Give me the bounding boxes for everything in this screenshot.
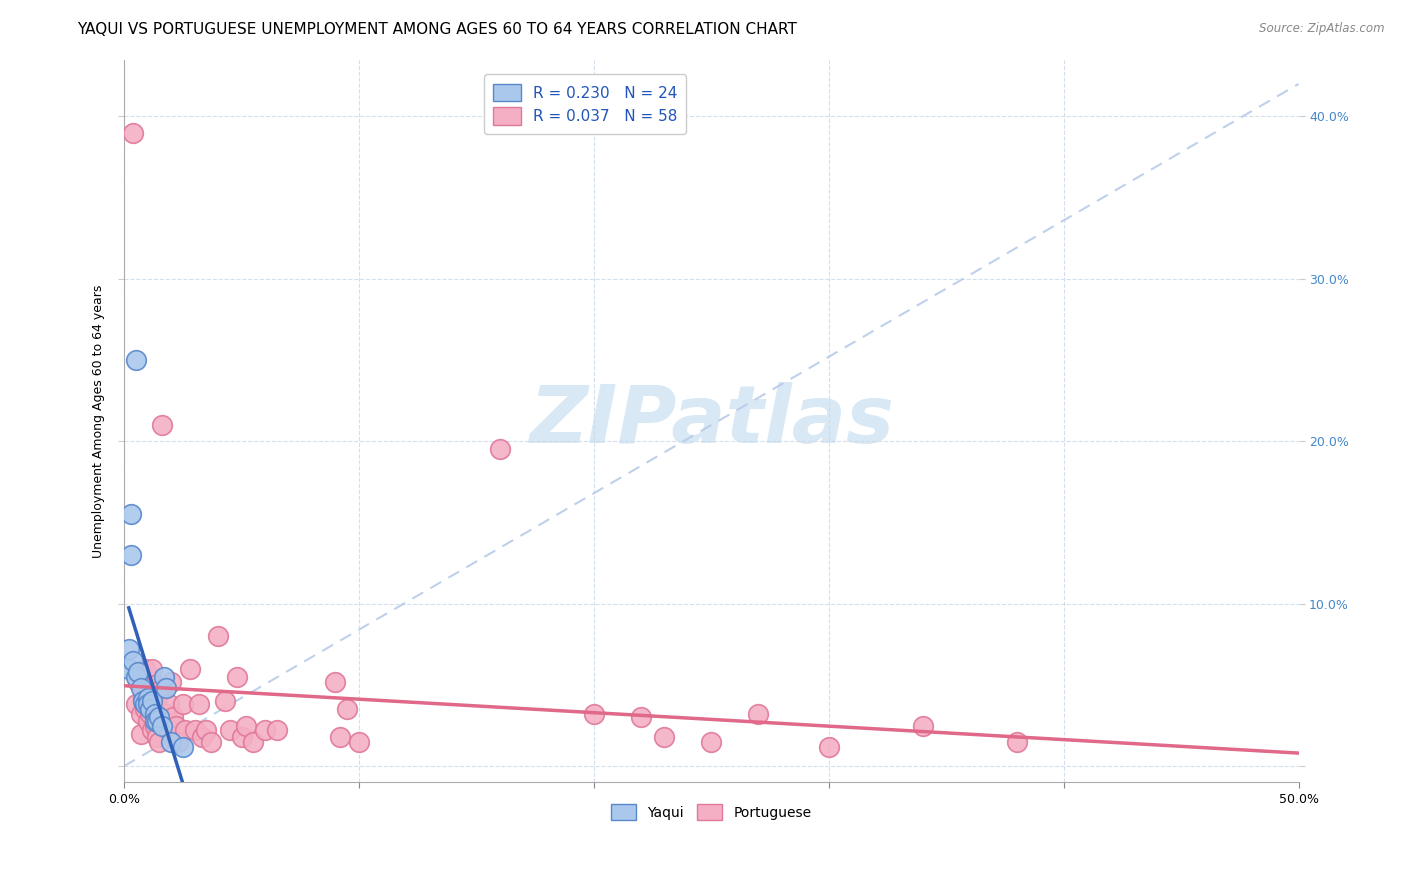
Point	[141, 662, 163, 676]
Point	[183, 723, 205, 738]
Y-axis label: Unemployment Among Ages 60 to 64 years: Unemployment Among Ages 60 to 64 years	[93, 285, 105, 558]
Point	[118, 642, 141, 657]
Point	[134, 702, 156, 716]
Point	[489, 442, 512, 457]
Point	[143, 707, 166, 722]
Point	[700, 735, 723, 749]
Point	[125, 698, 148, 712]
Point	[146, 690, 169, 705]
Point	[134, 662, 156, 676]
Point	[235, 718, 257, 732]
Point	[325, 674, 347, 689]
Point	[218, 723, 240, 738]
Point	[167, 735, 190, 749]
Point	[155, 707, 177, 722]
Point	[172, 739, 194, 754]
Point	[120, 508, 142, 522]
Point	[129, 707, 152, 722]
Point	[160, 735, 183, 749]
Point	[153, 670, 176, 684]
Point	[231, 730, 253, 744]
Text: YAQUI VS PORTUGUESE UNEMPLOYMENT AMONG AGES 60 TO 64 YEARS CORRELATION CHART: YAQUI VS PORTUGUESE UNEMPLOYMENT AMONG A…	[77, 22, 797, 37]
Point	[136, 698, 159, 712]
Point	[132, 678, 155, 692]
Point	[179, 662, 201, 676]
Point	[141, 694, 163, 708]
Point	[143, 678, 166, 692]
Point	[747, 707, 769, 722]
Point	[207, 629, 229, 643]
Point	[200, 735, 222, 749]
Point	[127, 665, 149, 679]
Point	[125, 353, 148, 368]
Point	[817, 739, 839, 754]
Point	[157, 698, 180, 712]
Point	[136, 714, 159, 728]
Point	[347, 735, 370, 749]
Text: ZIPatlas: ZIPatlas	[529, 382, 894, 460]
Point	[150, 417, 173, 432]
Point	[129, 726, 152, 740]
Point	[148, 735, 170, 749]
Point	[157, 723, 180, 738]
Point	[172, 698, 194, 712]
Point	[120, 548, 142, 562]
Point	[329, 730, 352, 744]
Point	[150, 718, 173, 732]
Point	[136, 686, 159, 700]
Point	[139, 707, 162, 722]
Point	[188, 698, 211, 712]
Point	[118, 662, 141, 676]
Point	[139, 702, 162, 716]
Point	[190, 730, 212, 744]
Text: Source: ZipAtlas.com: Source: ZipAtlas.com	[1260, 22, 1385, 36]
Point	[266, 723, 288, 738]
Point	[136, 690, 159, 705]
Point	[155, 681, 177, 695]
Legend: Yaqui, Portuguese: Yaqui, Portuguese	[606, 799, 817, 826]
Point	[148, 710, 170, 724]
Point	[127, 674, 149, 689]
Point	[1005, 735, 1028, 749]
Point	[132, 690, 155, 705]
Point	[225, 670, 247, 684]
Point	[582, 707, 605, 722]
Point	[143, 718, 166, 732]
Point	[911, 718, 934, 732]
Point	[630, 710, 652, 724]
Point	[162, 710, 184, 724]
Point	[132, 694, 155, 708]
Point	[195, 723, 218, 738]
Point	[122, 654, 145, 668]
Point	[146, 714, 169, 728]
Point	[174, 723, 197, 738]
Point	[129, 681, 152, 695]
Point	[160, 674, 183, 689]
Point	[242, 735, 264, 749]
Point	[141, 723, 163, 738]
Point	[214, 694, 236, 708]
Point	[125, 670, 148, 684]
Point	[134, 698, 156, 712]
Point	[150, 681, 173, 695]
Point	[143, 714, 166, 728]
Point	[336, 702, 359, 716]
Point	[652, 730, 675, 744]
Point	[253, 723, 276, 738]
Point	[165, 718, 187, 732]
Point	[146, 730, 169, 744]
Point	[122, 126, 145, 140]
